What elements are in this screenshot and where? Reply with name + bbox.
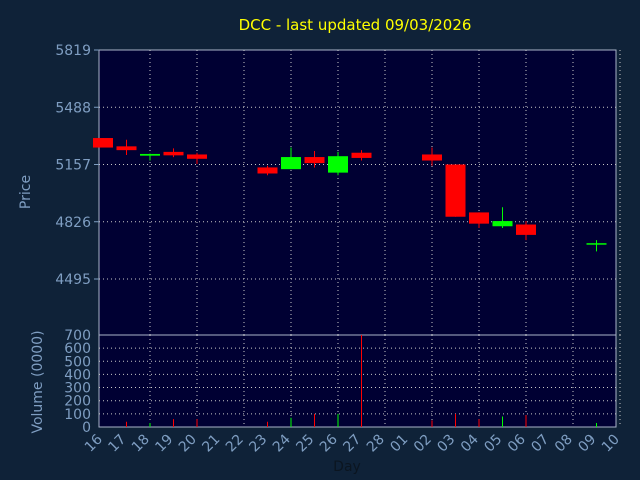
candle-body: [351, 152, 372, 158]
gridlines: [99, 50, 621, 427]
price-tick-label: 5157: [55, 158, 91, 174]
volume-tick-label: 300: [64, 381, 91, 397]
candlestick-series: [93, 138, 607, 252]
candle-body: [187, 154, 207, 159]
candle-body: [445, 164, 466, 217]
price-tick-label: 5819: [55, 43, 91, 59]
x-axis-ticks: 16 17 18 19 20 21 22 23 24 25 26 27 28 01 02 03 04 05 06 07…: [82, 431, 623, 455]
price-tick-label: 4826: [55, 215, 91, 231]
volume-tick-label: 600: [64, 341, 91, 357]
candle-body: [163, 151, 184, 156]
volume-tick-label: 500: [64, 354, 91, 370]
volume-panel: [98, 334, 617, 428]
volume-tick-label: 200: [64, 394, 91, 410]
price-panel: [98, 49, 617, 336]
candle-body: [257, 167, 278, 174]
candle-body: [328, 156, 348, 173]
price-axis-ticks: 5819 5488 5157 4826 4495: [55, 43, 99, 288]
candle-body: [422, 154, 442, 161]
candle-body: [469, 212, 489, 224]
candle-body: [281, 157, 301, 170]
candle-body: [516, 224, 536, 235]
candle-body: [586, 243, 607, 245]
volume-tick-label: 400: [64, 367, 91, 383]
x-axis-label: Day: [333, 459, 361, 475]
candle-body: [304, 157, 325, 164]
volume-axis-label: Volume (0000): [30, 330, 46, 433]
price-axis-label: Price: [18, 175, 34, 209]
volume-tick-label: 100: [64, 407, 91, 423]
candle-body: [492, 221, 513, 227]
chart-title: DCC - last updated 09/03/2026: [239, 16, 472, 34]
candle-body: [116, 146, 137, 151]
price-tick-label: 4495: [55, 272, 91, 288]
candle-body: [140, 153, 160, 156]
volume-series: [126, 334, 597, 427]
price-tick-label: 5488: [55, 100, 91, 116]
candle-body: [93, 138, 113, 148]
volume-tick-label: 700: [64, 328, 91, 344]
volume-tick-label: 0: [82, 420, 91, 436]
